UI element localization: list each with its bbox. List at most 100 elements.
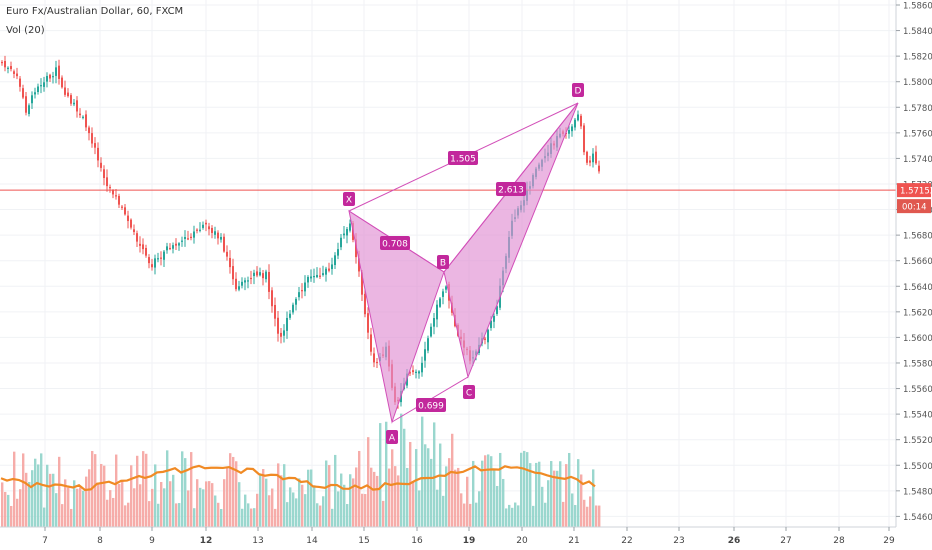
- volume-bar: [595, 505, 598, 527]
- candle-body: [49, 74, 51, 79]
- candle-body: [571, 126, 573, 132]
- volume-bar: [172, 474, 175, 527]
- volume-bar: [241, 508, 244, 527]
- volume-bar: [412, 481, 415, 527]
- candle-body: [181, 240, 183, 242]
- time-tick-label: 27: [780, 536, 791, 546]
- candle-body: [220, 236, 222, 240]
- volume-bar: [346, 504, 349, 527]
- candle-body: [22, 88, 24, 98]
- candle-body: [262, 273, 264, 279]
- volume-bar: [562, 501, 565, 527]
- volume-bar: [571, 493, 574, 527]
- volume-bar: [415, 449, 418, 527]
- price-tick-label: 1.55200: [903, 436, 932, 446]
- candle-body: [487, 329, 489, 343]
- volume-bar: [10, 505, 13, 527]
- harmonic-pattern[interactable]: X A B C D 0.708 0.699 2.613 1.505: [343, 83, 584, 444]
- ratio-label-xd: 1.505: [450, 155, 476, 165]
- time-tick-label: 7: [42, 536, 48, 546]
- candle-body: [112, 190, 114, 195]
- candle-body: [322, 273, 324, 275]
- candle-body: [97, 147, 99, 161]
- volume-bar: [46, 464, 49, 527]
- volume-bar: [37, 464, 40, 527]
- volume-bar: [85, 476, 88, 527]
- price-tick-label: 1.58200: [903, 53, 932, 63]
- time-axis[interactable]: 7 8 9 12 13 14 15 16 19 20 21 22 23 26 27 28 29: [0, 526, 896, 546]
- volume-bar: [334, 454, 337, 527]
- candle-body: [325, 268, 327, 275]
- volume-bar: [262, 469, 265, 527]
- ratio-label-xd-bg: [448, 151, 478, 165]
- volume-bar: [376, 475, 379, 527]
- volume-bar: [130, 465, 133, 527]
- candle-body: [55, 67, 57, 76]
- volume-bar: [40, 453, 43, 527]
- candle-body: [205, 222, 207, 225]
- volume-bar: [361, 493, 364, 527]
- candle-body: [163, 251, 165, 260]
- volume-bar: [160, 482, 163, 527]
- candle-body: [367, 313, 369, 333]
- volume-bar: [460, 493, 463, 527]
- point-label-c: C: [466, 389, 472, 399]
- volume-bar: [19, 489, 22, 527]
- volume-indicator-label[interactable]: Vol (20): [6, 25, 45, 36]
- volume-bar: [103, 465, 106, 527]
- time-tick-label: 16: [411, 536, 423, 546]
- volume-bar: [430, 458, 433, 527]
- volume-bar: [25, 472, 28, 527]
- candle-body: [442, 291, 444, 297]
- volume-bar: [265, 478, 268, 527]
- volume-bar: [472, 460, 475, 527]
- candle-body: [316, 274, 318, 278]
- candle-body: [148, 257, 150, 264]
- volume-bar: [178, 503, 181, 527]
- symbol-title[interactable]: Euro Fx/Australian Dollar, 60, FXCM: [6, 6, 184, 17]
- volume-bar: [388, 468, 391, 527]
- volume-bar: [328, 465, 331, 527]
- volume-bar: [406, 467, 409, 527]
- volume-bar: [118, 483, 121, 527]
- volume-bar: [232, 456, 235, 527]
- volume-bar: [304, 494, 307, 527]
- volume-bar: [1, 482, 4, 527]
- ratio-label-bd: 2.613: [498, 186, 524, 196]
- candle-body: [61, 77, 63, 88]
- volume-bar: [469, 503, 472, 527]
- volume-bar: [475, 502, 478, 527]
- candle-body: [73, 102, 75, 105]
- price-axis[interactable]: 1.58600 1.58400 1.58200 1.58000 1.57800 1.576…: [895, 0, 932, 527]
- candle-body: [241, 281, 243, 286]
- time-tick-label: 14: [306, 536, 318, 546]
- volume-bar: [505, 508, 508, 527]
- volume-bar: [247, 503, 250, 527]
- candle-body: [256, 271, 258, 276]
- volume-bar: [502, 478, 505, 527]
- volume-bar: [544, 502, 547, 527]
- volume-bar: [256, 493, 259, 527]
- volume-bar: [268, 495, 271, 527]
- volume-bar: [295, 498, 298, 527]
- volume-bar: [511, 507, 514, 527]
- volume-bar: [493, 469, 496, 527]
- ratio-label-ac: 0.699: [418, 402, 444, 412]
- volume-bar: [274, 508, 277, 527]
- time-tick-label: 8: [97, 536, 103, 546]
- volume-bar: [67, 487, 70, 527]
- volume-bar: [202, 489, 205, 527]
- candle-body: [445, 286, 447, 290]
- volume-bar: [577, 459, 580, 527]
- volume-bar: [205, 481, 208, 527]
- volume-bar: [109, 490, 112, 527]
- candle-body: [250, 277, 252, 280]
- volume-bar: [397, 475, 400, 527]
- volume-bar: [31, 470, 34, 527]
- candle-body: [598, 165, 600, 172]
- volume-bar: [124, 505, 127, 527]
- volume-bar: [28, 481, 31, 527]
- candle-body: [364, 293, 366, 315]
